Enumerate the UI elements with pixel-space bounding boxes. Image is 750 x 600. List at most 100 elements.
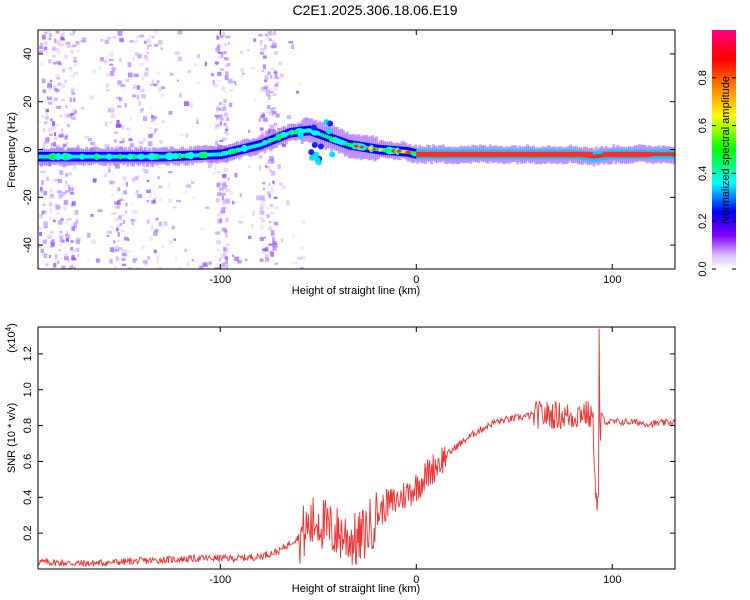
spectrogram-noise [114,265,117,269]
snr-x-tick-label: 0 [413,574,419,586]
spectrogram-ridge-core [45,154,49,159]
spectrogram-noise [72,265,76,269]
spectrogram-noise [280,238,284,243]
spectrogram-noise [217,44,222,48]
spectrogram-noise [63,184,69,187]
spectrogram-noise [155,217,159,221]
spectrogram-noise [90,213,94,217]
spectrogram-noise [39,186,43,191]
spectrogram-noise [107,36,112,40]
spectrogram-noise [132,94,137,98]
spectrogram-noise [270,186,273,192]
spectrogram-noise [262,113,265,117]
spectrogram-ridge-core [253,144,257,149]
spectrogram-noise [216,105,220,108]
spectrogram-noise [240,215,243,218]
spectrogram-noise [221,207,225,212]
spectrogram-noise [44,121,48,125]
spectrogram-noise [69,33,75,36]
spectrogram-noise [158,185,163,189]
spectrogram-cluster-blob [325,128,332,135]
spectrogram-noise [146,200,150,203]
spectrogram-noise [183,101,189,107]
spectrogram-noise [175,256,178,261]
spectrogram-noise [223,247,226,252]
spectrogram-noise [117,187,121,192]
spectrogram-noise [41,253,45,257]
spectrogram-noise [155,254,161,259]
spectrogram-noise [274,70,277,74]
spectrogram-noise [131,221,135,226]
spectrogram-noise [204,206,210,209]
spectrogram-ridge-core [122,154,125,159]
spectrogram-ridge-core [216,152,219,157]
spectrogram-axes: -100 0 100 -40 -20 0 20 40 [22,30,675,286]
spectrogram-noise [297,256,302,260]
spectrogram-noise [222,51,226,54]
spectrogram-noise [214,165,217,171]
spectrogram-noise [224,75,229,81]
spectrogram-noise [138,101,141,106]
spectrogram-noise [262,117,267,122]
spectrogram-ridge-core [39,154,43,159]
spectrogram-noise [53,262,57,268]
spectrogram-noise [53,61,57,65]
spectrogram-noise [80,107,85,110]
spectrogram-noise [131,202,134,206]
spectrogram-noise [121,214,125,217]
spectrogram-noise [247,48,250,52]
spectrogram-noise [215,198,220,203]
spectrogram-noise [114,218,119,222]
spectrogram-ridge-core [102,154,106,159]
spectrogram-noise [44,210,49,214]
spectrogram-noise [62,191,67,195]
spectrogram-noise [229,89,234,92]
spectrogram-noise [57,190,62,194]
spectrogram-noise [136,85,140,90]
spectrogram-noise [225,219,229,223]
spectrogram-noise [191,259,195,262]
spectrogram-noise [109,120,113,124]
snr-y-tick-label: 0.8 [22,418,34,433]
spectrogram-noise [57,147,62,150]
spectrogram-noise [266,206,271,210]
spectrogram-noise [192,196,196,199]
spectrogram-noise [61,128,64,132]
spectrogram-noise [259,258,264,262]
spectrogram-noise [159,140,163,144]
spectrogram-blob [201,151,208,159]
spectrogram-noise [73,222,78,227]
spectrogram-noise [219,121,222,126]
spectrogram-noise [43,41,48,46]
spectrogram-noise [48,207,53,213]
spectrogram-noise [115,256,119,262]
spectrogram-noise [44,138,50,144]
spectrogram-noise [219,68,225,71]
spectrogram-noise [232,80,236,84]
spectrogram-noise [239,193,242,197]
spectrogram-noise [70,75,75,78]
spectrogram-noise [274,73,278,78]
spectrogram-noise [269,156,274,161]
spectrogram-noise [260,224,264,230]
spectrogram-noise [269,127,274,131]
spectrogram-noise [123,190,127,195]
spectrogram-noise [114,245,119,248]
spectrogram-noise [73,60,77,63]
spectrogram-noise [265,130,270,134]
spectrogram-noise [248,164,251,169]
spectrogram-noise [269,75,273,79]
spectrogram-noise [91,239,97,244]
spectrogram-noise [65,231,69,234]
spectrogram-noise [109,108,115,114]
spectrogram-noise [71,116,76,120]
spectrogram-noise [292,262,298,265]
spectrogram-noise [49,188,53,193]
spectrogram-noise [40,170,46,173]
spectrogram-noise [121,258,126,261]
spectrogram-noise [184,248,187,253]
spectrogram-noise [148,236,153,241]
spectrogram-noise [68,187,74,192]
spectrogram-noise [38,50,44,53]
spectrogram-ridge-core [112,154,115,159]
